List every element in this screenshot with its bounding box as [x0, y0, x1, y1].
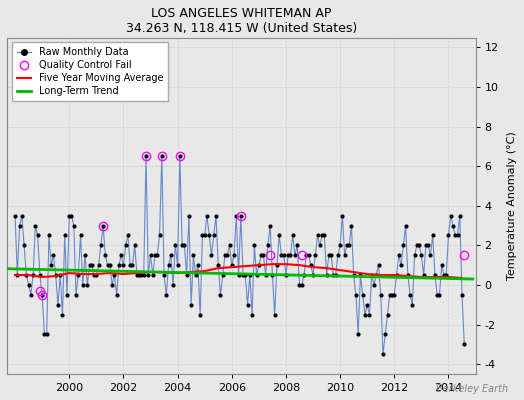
Text: Berkeley Earth: Berkeley Earth: [436, 384, 508, 394]
Legend: Raw Monthly Data, Quality Control Fail, Five Year Moving Average, Long-Term Tren: Raw Monthly Data, Quality Control Fail, …: [12, 42, 168, 101]
Title: LOS ANGELES WHITEMAN AP
34.263 N, 118.415 W (United States): LOS ANGELES WHITEMAN AP 34.263 N, 118.41…: [126, 7, 357, 35]
Y-axis label: Temperature Anomaly (°C): Temperature Anomaly (°C): [507, 131, 517, 280]
